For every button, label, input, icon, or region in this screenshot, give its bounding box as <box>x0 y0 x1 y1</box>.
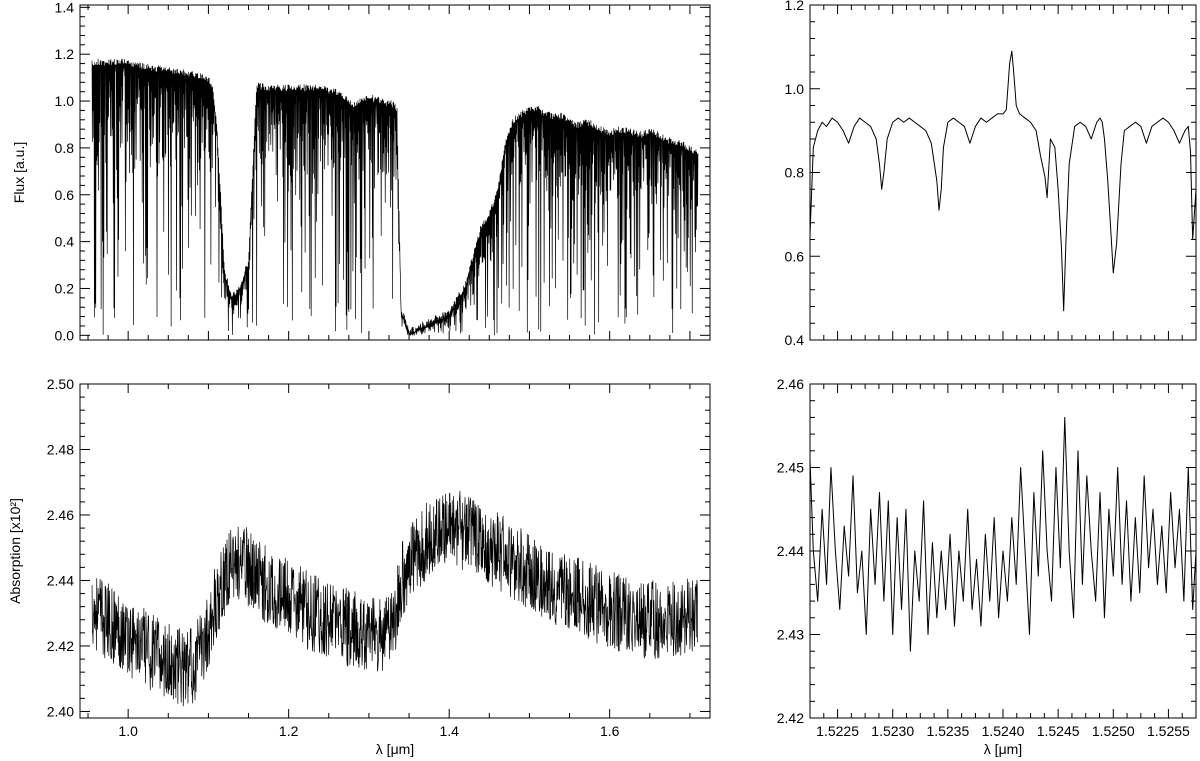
series-line-top-right <box>810 50 1196 312</box>
x-tick-label: 1.5250 <box>1092 723 1135 739</box>
y-tick-label: 0.6 <box>785 248 805 264</box>
y-tick-label: 0.8 <box>55 140 75 156</box>
absorption-panel-full-range: 1.0 1.2 1.4 1.6 2.40 2.42 2.44 2.46 2.48 2.50 λ [μ… <box>7 376 711 757</box>
y-tick-label: 1.0 <box>55 93 75 109</box>
x-tick-label: 1.5255 <box>1147 723 1190 739</box>
x-axis-label: λ [μm] <box>376 741 414 757</box>
y-axis-label: Absorption [x10²] <box>7 498 23 604</box>
y-tick-label: 2.50 <box>47 376 74 392</box>
y-tick-label: 0.2 <box>55 280 75 296</box>
y-tick-label: 2.42 <box>47 638 74 654</box>
y-tick-label: 1.0 <box>785 81 805 97</box>
series-line-bottom-left <box>91 490 699 707</box>
x-tick-label: 1.0 <box>118 723 138 739</box>
y-tick-label: 2.44 <box>777 543 804 559</box>
y-tick-label: 0.4 <box>55 234 75 250</box>
y-axis-label: Flux [a.u.] <box>11 142 27 203</box>
plot-frame-bottom-left <box>79 383 711 719</box>
plot-frame-top-left <box>79 4 711 341</box>
x-tick-label: 1.5235 <box>926 723 969 739</box>
y-tick-label: 1.2 <box>785 0 805 13</box>
y-tick-label: 2.46 <box>777 376 804 392</box>
y-tick-label: 2.44 <box>47 572 74 588</box>
x-tick-label: 1.4 <box>439 723 459 739</box>
y-tick-label: 1.4 <box>55 0 75 15</box>
flux-panel-zoom: 0.4 0.6 0.8 1.0 1.2 <box>785 0 1197 348</box>
x-tick-label: 1.6 <box>600 723 620 739</box>
plot-frame-top-right <box>809 4 1197 341</box>
y-tick-label: 0.8 <box>785 165 805 181</box>
x-tick-label: 1.5245 <box>1037 723 1080 739</box>
y-tick-label: 1.2 <box>55 46 75 62</box>
y-tick-label: 2.42 <box>777 710 804 726</box>
x-axis-label: λ [μm] <box>984 741 1022 757</box>
flux-panel-full-range: 0.0 0.2 0.4 0.6 0.8 1.0 1.2 1.4 Flux [a.u.] <box>11 0 711 343</box>
y-tick-label: 2.45 <box>777 460 804 476</box>
x-tick-label: 1.5225 <box>816 723 859 739</box>
x-tick-label: 1.5240 <box>982 723 1025 739</box>
x-tick-label: 1.5230 <box>871 723 914 739</box>
y-tick-label: 0.0 <box>55 327 75 343</box>
y-tick-label: 2.48 <box>47 441 74 457</box>
y-tick-label: 2.43 <box>777 627 804 643</box>
x-tick-label: 1.2 <box>279 723 299 739</box>
y-tick-label: 0.6 <box>55 187 75 203</box>
y-tick-label: 2.40 <box>47 703 74 719</box>
series-line-top-left <box>91 58 699 336</box>
absorption-panel-zoom: 1.5225 1.5230 1.5235 1.5240 1.5245 1.5250 1.52… <box>777 376 1197 757</box>
series-line-bottom-right <box>810 416 1196 652</box>
y-tick-label: 0.4 <box>785 332 805 348</box>
y-tick-label: 2.46 <box>47 507 74 523</box>
